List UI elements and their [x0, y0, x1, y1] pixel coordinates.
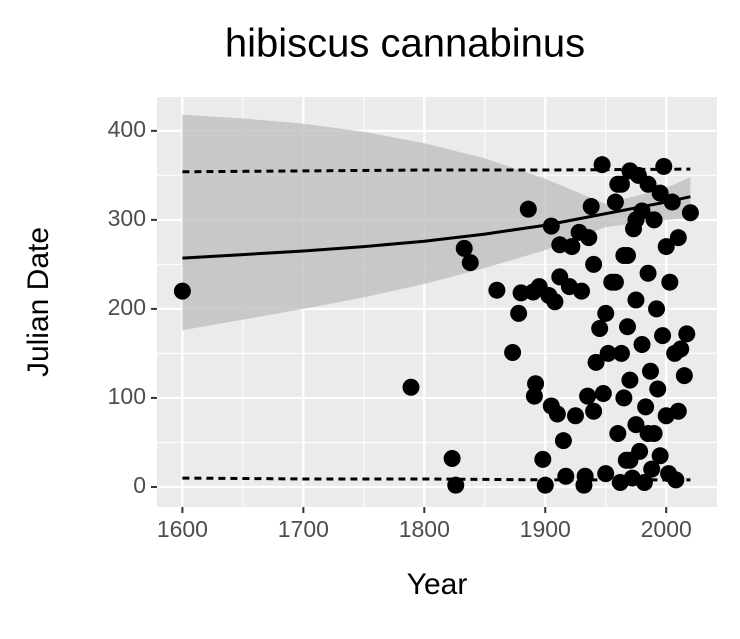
point — [675, 367, 693, 385]
chart-title: hibiscus cannabinus — [225, 22, 585, 66]
point — [672, 340, 690, 358]
point — [645, 211, 663, 229]
point — [649, 380, 667, 398]
point — [402, 378, 420, 396]
point — [621, 451, 639, 469]
point — [173, 282, 191, 300]
point — [580, 229, 598, 247]
point — [573, 282, 591, 300]
point — [606, 273, 624, 291]
point — [591, 319, 609, 337]
point — [633, 336, 651, 354]
point — [635, 474, 653, 492]
point — [669, 229, 687, 247]
point — [627, 416, 645, 434]
confidence-band — [182, 114, 691, 331]
point — [546, 293, 564, 311]
point — [637, 398, 655, 416]
point — [641, 362, 659, 380]
point — [655, 157, 673, 175]
point — [594, 384, 612, 402]
point — [510, 304, 528, 322]
point — [455, 239, 473, 257]
point — [585, 255, 603, 273]
point — [504, 344, 522, 362]
point — [488, 281, 506, 299]
point — [657, 238, 675, 256]
point — [443, 449, 461, 467]
point — [618, 318, 636, 336]
point — [534, 450, 552, 468]
quantile-line — [182, 476, 691, 482]
y-tick-label: 300 — [108, 205, 146, 231]
quantile-line — [182, 167, 691, 174]
point — [597, 465, 615, 483]
point — [563, 238, 581, 256]
point — [654, 327, 672, 345]
point — [447, 476, 465, 494]
point — [667, 471, 685, 489]
point — [681, 204, 699, 222]
point — [512, 284, 530, 302]
point — [661, 273, 679, 291]
point — [587, 353, 605, 371]
y-tick-label: 400 — [108, 116, 146, 142]
fit-line — [182, 195, 691, 260]
point — [461, 254, 479, 272]
point — [536, 476, 554, 494]
x-tick-label: 1800 — [399, 516, 450, 542]
point — [525, 387, 543, 405]
point — [609, 425, 627, 443]
point — [527, 375, 545, 393]
x-tick-label: 2000 — [641, 516, 692, 542]
point — [612, 344, 630, 362]
point — [648, 300, 666, 318]
point — [639, 264, 657, 282]
y-tick-label: 100 — [108, 383, 146, 409]
point — [609, 175, 627, 193]
point — [557, 467, 575, 485]
x-tick-label: 1900 — [520, 516, 571, 542]
point — [576, 467, 594, 485]
point — [585, 402, 603, 420]
point — [582, 198, 600, 216]
point — [627, 211, 645, 229]
y-axis-title: Julian Date — [22, 227, 55, 377]
point — [597, 304, 615, 322]
point — [669, 402, 687, 420]
point — [651, 184, 669, 202]
point — [651, 447, 669, 465]
point — [615, 389, 633, 407]
point — [618, 246, 636, 264]
point — [554, 432, 572, 450]
y-tick-label: 200 — [108, 294, 146, 320]
point — [678, 325, 696, 343]
point — [548, 405, 566, 423]
point — [606, 193, 624, 211]
x-tick-label: 1600 — [157, 516, 208, 542]
point — [643, 460, 661, 478]
point — [627, 291, 645, 309]
x-axis-title: Year — [407, 568, 468, 601]
point — [593, 156, 611, 174]
point — [579, 387, 597, 405]
point — [621, 371, 639, 389]
x-tick-label: 1700 — [278, 516, 329, 542]
y-tick-label: 0 — [133, 472, 146, 498]
point — [566, 407, 584, 425]
point — [639, 425, 657, 443]
point — [599, 344, 617, 362]
point — [519, 200, 537, 218]
point — [639, 175, 657, 193]
